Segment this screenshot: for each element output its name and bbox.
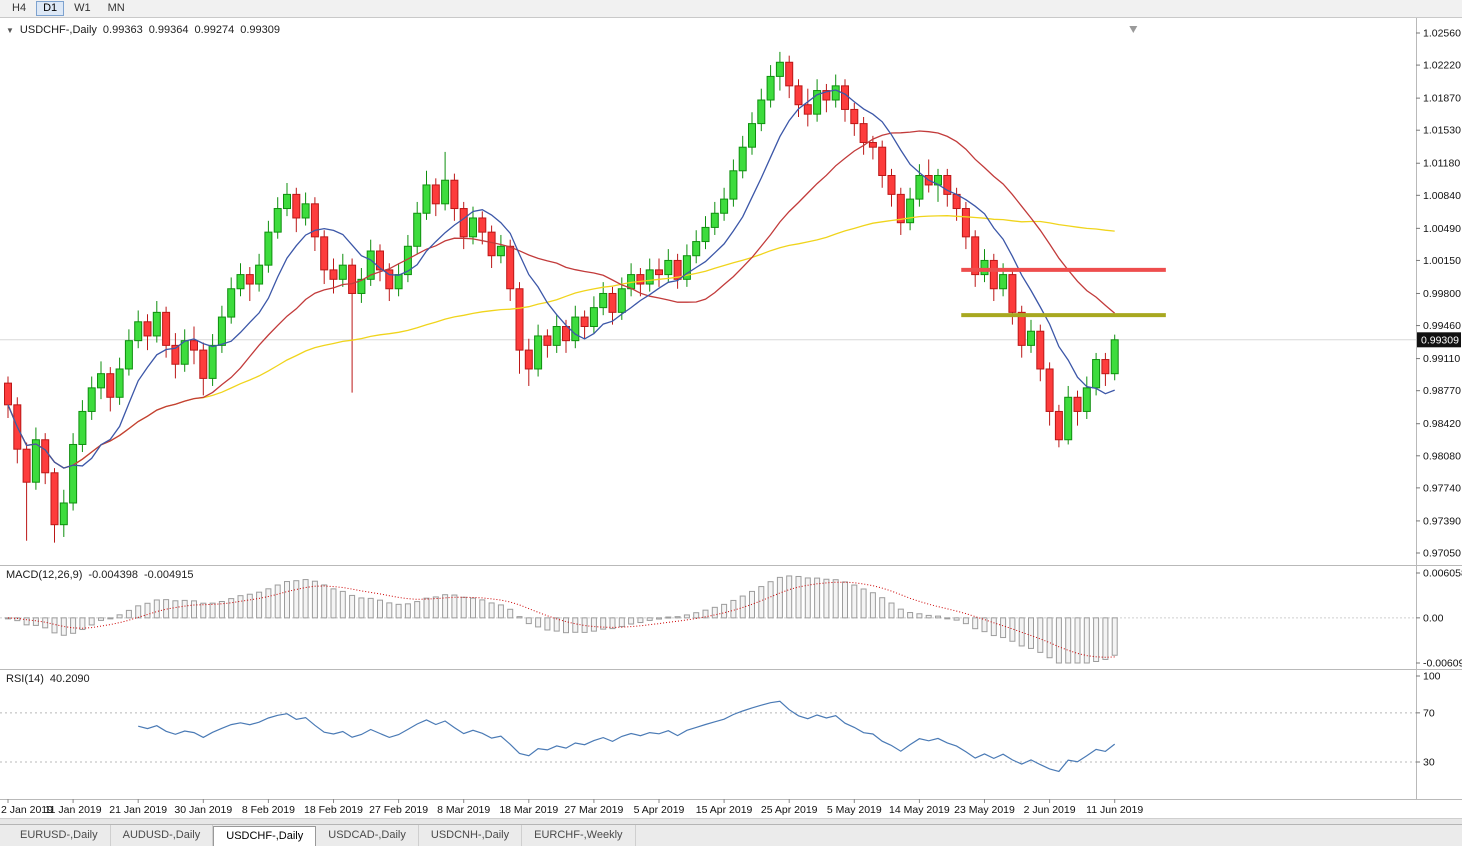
svg-text:1.02220: 1.02220 — [1423, 60, 1461, 72]
svg-text:1.00150: 1.00150 — [1423, 255, 1461, 267]
svg-text:18 Feb 2019: 18 Feb 2019 — [304, 804, 363, 816]
svg-text:1.00490: 1.00490 — [1423, 223, 1461, 235]
svg-text:0.98080: 0.98080 — [1423, 450, 1461, 462]
price-chart-canvas[interactable]: 1.02560 1.02220 1.01870 1.01530 1.01180 1.008… — [0, 18, 1462, 818]
timeframe-toolbar: H4 D1 W1 MN — [0, 0, 1462, 18]
svg-text:1.01870: 1.01870 — [1423, 93, 1461, 105]
svg-text:30 Jan 2019: 30 Jan 2019 — [174, 804, 232, 816]
svg-text:0.99110: 0.99110 — [1423, 353, 1460, 365]
chart-tab-usdcnh[interactable]: USDCNH-,Daily — [419, 825, 523, 846]
chart-tabs-bar: EURUSD-,Daily AUDUSD-,Daily USDCHF-,Daily U… — [0, 824, 1462, 846]
svg-text:18 Mar 2019: 18 Mar 2019 — [499, 804, 558, 816]
svg-text:0.00: 0.00 — [1423, 612, 1444, 624]
chart-tab-eurusd[interactable]: EURUSD-,Daily — [8, 825, 111, 846]
svg-text:5 Apr 2019: 5 Apr 2019 — [634, 804, 685, 816]
svg-text:0.99800: 0.99800 — [1423, 288, 1461, 300]
chart-tab-audusd[interactable]: AUDUSD-,Daily — [111, 825, 214, 846]
timeframe-button-d1[interactable]: D1 — [36, 1, 65, 16]
svg-text:0.97050: 0.97050 — [1423, 548, 1461, 560]
svg-text:0.99460: 0.99460 — [1423, 320, 1461, 332]
timeframe-button-w1[interactable]: W1 — [67, 1, 98, 16]
svg-text:0.99309: 0.99309 — [1421, 334, 1459, 346]
svg-text:8 Feb 2019: 8 Feb 2019 — [242, 804, 295, 816]
svg-text:0.97390: 0.97390 — [1423, 515, 1461, 527]
svg-text:30: 30 — [1423, 757, 1435, 769]
svg-text:27 Mar 2019: 27 Mar 2019 — [564, 804, 623, 816]
chart-tab-usdcad[interactable]: USDCAD-,Daily — [316, 825, 419, 846]
svg-text:1.00840: 1.00840 — [1423, 190, 1461, 202]
svg-text:70: 70 — [1423, 707, 1435, 719]
svg-text:11 Jun 2019: 11 Jun 2019 — [1086, 804, 1143, 816]
chart-scrollbar[interactable] — [0, 818, 1462, 824]
svg-text:1.02560: 1.02560 — [1423, 28, 1461, 40]
svg-text:0.98420: 0.98420 — [1423, 418, 1461, 430]
svg-text:21 Jan 2019: 21 Jan 2019 — [109, 804, 167, 816]
svg-text:1.01180: 1.01180 — [1423, 158, 1460, 170]
svg-text:15 Apr 2019: 15 Apr 2019 — [696, 804, 753, 816]
svg-text:2 Jun 2019: 2 Jun 2019 — [1024, 804, 1076, 816]
svg-text:2 Jan 2019: 2 Jan 2019 — [1, 804, 53, 816]
chart-tab-usdchf[interactable]: USDCHF-,Daily — [213, 826, 317, 846]
svg-text:0.97740: 0.97740 — [1423, 482, 1461, 494]
svg-text:11 Jan 2019: 11 Jan 2019 — [45, 804, 102, 816]
svg-text:8 Mar 2019: 8 Mar 2019 — [437, 804, 490, 816]
svg-text:1.01530: 1.01530 — [1423, 125, 1461, 137]
svg-text:0.006058: 0.006058 — [1423, 568, 1462, 580]
svg-text:5 May 2019: 5 May 2019 — [827, 804, 882, 816]
svg-text:23 May 2019: 23 May 2019 — [954, 804, 1015, 816]
collapse-indicators-icon[interactable]: ▼ — [6, 25, 14, 35]
timeframe-button-mn[interactable]: MN — [101, 1, 132, 16]
timeframe-button-h4[interactable]: H4 — [5, 1, 33, 16]
svg-text:0.98770: 0.98770 — [1423, 385, 1461, 397]
chart-area[interactable]: 1.02560 1.02220 1.01870 1.01530 1.01180 1.008… — [0, 18, 1462, 818]
svg-text:-0.006096: -0.006096 — [1423, 658, 1462, 670]
chart-tab-eurchf[interactable]: EURCHF-,Weekly — [522, 825, 636, 846]
svg-text:27 Feb 2019: 27 Feb 2019 — [369, 804, 428, 816]
svg-text:100: 100 — [1423, 671, 1441, 683]
svg-text:25 Apr 2019: 25 Apr 2019 — [761, 804, 818, 816]
svg-text:14 May 2019: 14 May 2019 — [889, 804, 950, 816]
